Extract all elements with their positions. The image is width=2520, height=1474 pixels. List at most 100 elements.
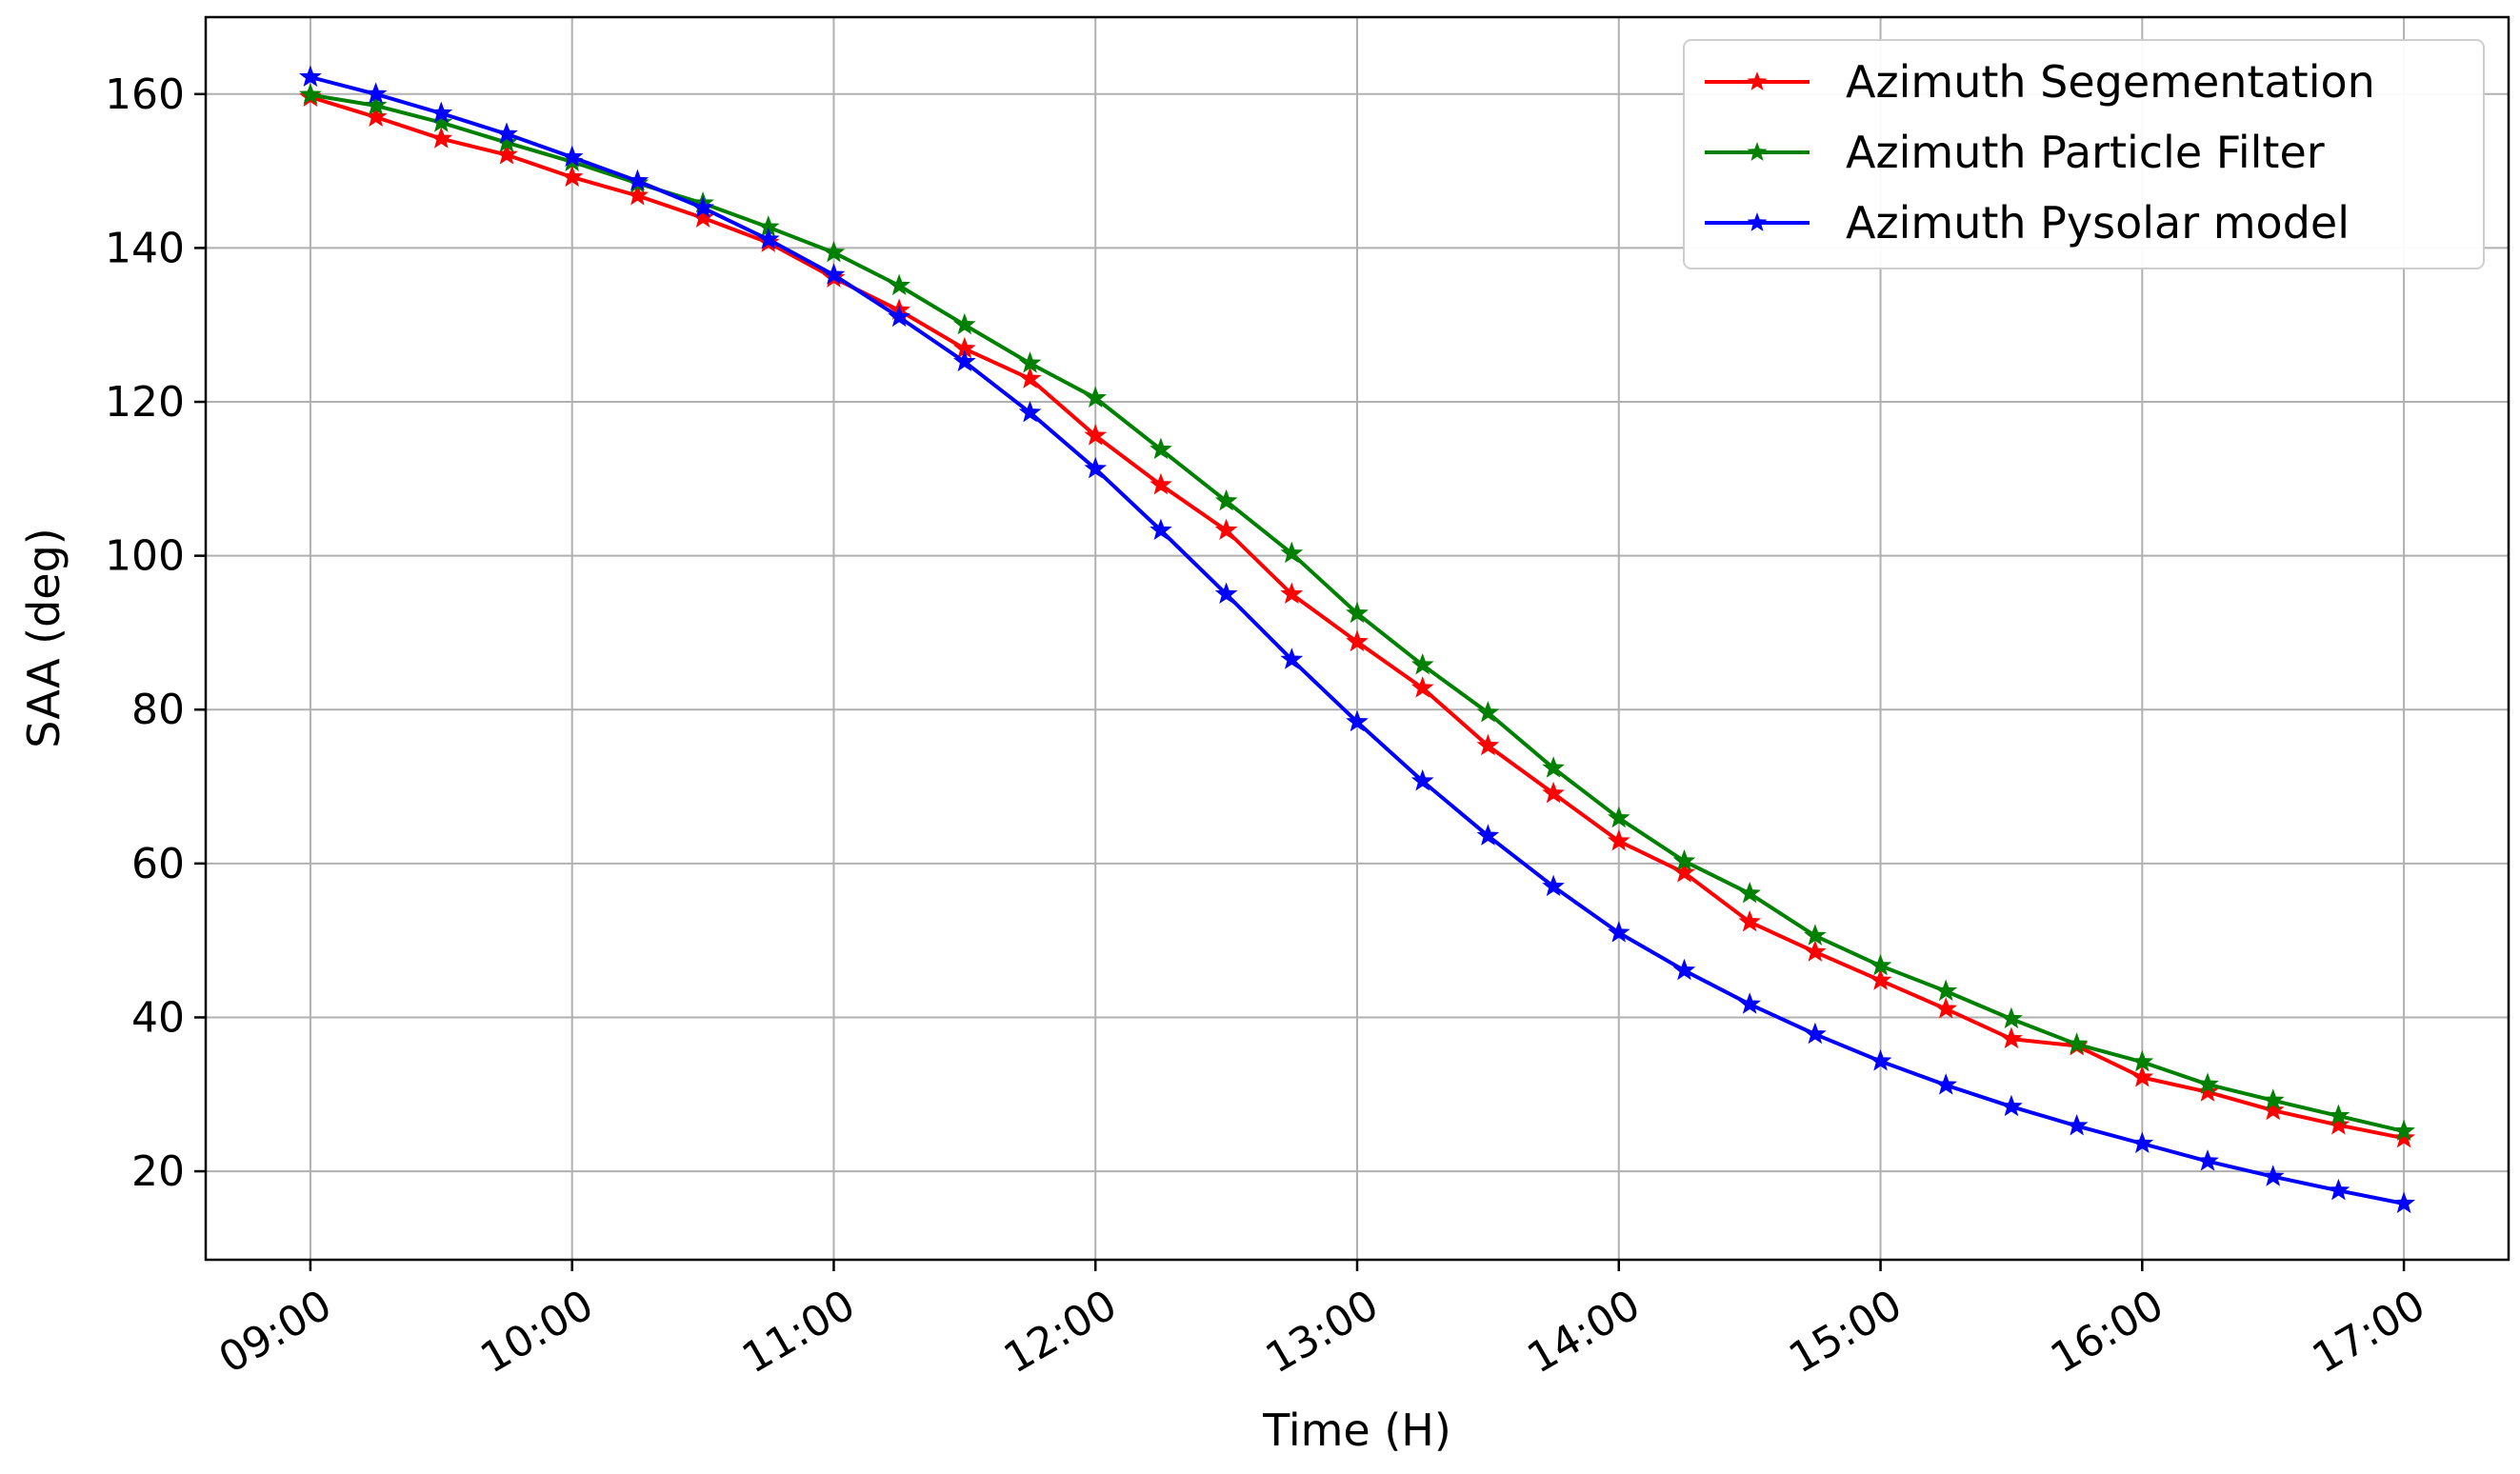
data-point xyxy=(2130,1066,2154,1087)
data-point xyxy=(495,130,518,152)
data-point xyxy=(1804,940,1827,962)
data-point xyxy=(1542,781,1565,804)
data-point xyxy=(2261,1098,2285,1121)
data-point xyxy=(1280,647,1304,669)
legend-swatch-marker xyxy=(1747,142,1768,161)
data-point xyxy=(1280,582,1304,605)
y-tick-label: 160 xyxy=(105,70,185,119)
data-point xyxy=(2196,1149,2219,1171)
data-point xyxy=(560,145,584,168)
data-point xyxy=(1934,1073,1958,1095)
data-point xyxy=(2196,1080,2219,1102)
data-point xyxy=(1214,518,1238,541)
data-point xyxy=(1542,756,1565,778)
x-tick-label: 10:00 xyxy=(472,1281,601,1384)
data-point xyxy=(2000,1006,2023,1029)
x-tick-label: 12:00 xyxy=(996,1281,1125,1384)
data-point xyxy=(1869,953,1892,976)
x-tick-label: 16:00 xyxy=(2043,1281,2171,1384)
data-point xyxy=(822,263,846,285)
y-tick-label: 40 xyxy=(131,993,185,1042)
data-point xyxy=(822,240,846,263)
data-point xyxy=(560,165,584,188)
data-point xyxy=(1672,958,1696,981)
data-point xyxy=(1084,424,1108,446)
data-point xyxy=(1607,806,1630,828)
x-tick-label: 13:00 xyxy=(1258,1281,1387,1384)
data-point xyxy=(1738,909,1761,932)
data-point xyxy=(2130,1131,2154,1154)
y-tick-label: 140 xyxy=(105,224,185,272)
data-point xyxy=(626,184,650,206)
data-point xyxy=(953,349,976,372)
gridlines xyxy=(206,17,2509,1260)
data-point xyxy=(2327,1104,2350,1125)
data-point xyxy=(1804,924,1827,946)
y-tick-label: 80 xyxy=(131,686,185,734)
data-point xyxy=(1280,541,1304,564)
legend-item: Azimuth Pysolar model xyxy=(1705,197,2350,249)
data-point xyxy=(626,169,650,191)
data-point xyxy=(2261,1088,2285,1110)
data-point xyxy=(691,195,714,218)
data-point xyxy=(1410,676,1434,698)
data-point xyxy=(2392,1191,2415,1214)
data-point xyxy=(1934,979,1958,1002)
data-point xyxy=(2327,1178,2350,1201)
data-point xyxy=(430,127,453,149)
data-point xyxy=(1607,921,1630,943)
data-point xyxy=(953,312,976,335)
data-point xyxy=(1476,824,1500,846)
legend-label: Azimuth Particle Filter xyxy=(1846,127,2325,178)
data-point xyxy=(1672,848,1696,871)
y-tick-label: 120 xyxy=(105,378,185,427)
data-point xyxy=(1738,992,1761,1014)
y-tick-label: 20 xyxy=(131,1147,185,1196)
data-point xyxy=(430,101,453,124)
legend-box xyxy=(1683,39,2485,269)
data-point xyxy=(2392,1119,2415,1142)
data-point xyxy=(299,65,322,88)
data-point xyxy=(1150,437,1172,460)
data-point xyxy=(364,82,388,104)
data-point xyxy=(1214,488,1238,511)
data-point xyxy=(1869,1049,1892,1071)
data-point xyxy=(430,110,453,132)
legend-label: Azimuth Segementation xyxy=(1846,56,2375,108)
data-point xyxy=(1150,518,1172,541)
data-point xyxy=(1476,733,1500,756)
data-point xyxy=(1150,472,1172,495)
y-tick-label: 100 xyxy=(105,532,185,581)
data-point xyxy=(1410,652,1434,675)
data-point xyxy=(364,105,388,128)
x-tick-label: 09:00 xyxy=(210,1281,339,1384)
data-point xyxy=(1346,629,1369,652)
legend-item: Azimuth Segementation xyxy=(1705,56,2375,108)
data-point xyxy=(2065,1113,2089,1136)
x-tick-label: 15:00 xyxy=(1781,1281,1910,1384)
data-point xyxy=(1346,601,1369,624)
data-point xyxy=(1018,367,1042,388)
y-axis-label: SAA (deg) xyxy=(18,528,70,747)
data-point xyxy=(2392,1125,2415,1148)
y-tick-label: 60 xyxy=(131,840,185,888)
data-point xyxy=(756,228,780,249)
data-point xyxy=(2000,1026,2023,1049)
data-point xyxy=(495,143,518,165)
data-point xyxy=(2065,1032,2089,1054)
data-point xyxy=(2196,1072,2219,1094)
legend-item: Azimuth Particle Filter xyxy=(1705,127,2325,178)
data-point xyxy=(2130,1049,2154,1072)
legend-swatch-marker xyxy=(1747,71,1768,90)
data-point xyxy=(1084,456,1108,479)
data-point xyxy=(1542,874,1565,897)
data-point xyxy=(1084,386,1108,408)
data-point xyxy=(1346,709,1369,732)
series-lines xyxy=(299,65,2415,1214)
legend-label: Azimuth Pysolar model xyxy=(1846,197,2350,249)
legend-swatch-marker xyxy=(1747,212,1768,231)
data-point xyxy=(2327,1113,2350,1135)
data-point xyxy=(1018,400,1042,423)
